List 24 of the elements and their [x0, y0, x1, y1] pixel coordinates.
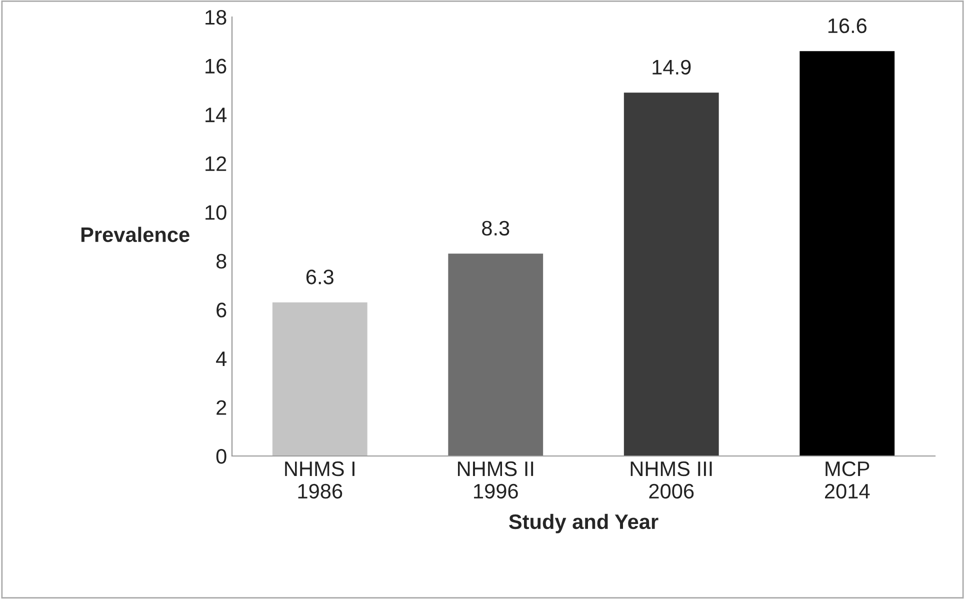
y-axis-title: Prevalence — [81, 226, 190, 242]
y-tick-label: 8 — [216, 254, 226, 269]
x-tick-label: NHMS II 1996 — [458, 461, 534, 499]
x-axis-title: Study and Year — [509, 514, 658, 534]
data-label: 8.3 — [482, 220, 510, 236]
bar — [800, 51, 895, 456]
x-tick-label: MCP 2014 — [825, 461, 870, 499]
y-tick-label: 14 — [206, 108, 227, 122]
bar — [448, 254, 544, 456]
x-tick-label: NHMS III 2006 — [630, 461, 712, 499]
y-tick-label: 2 — [216, 400, 226, 415]
y-tick-label: 18 — [206, 10, 226, 25]
bar — [624, 92, 719, 456]
y-tick-label: 4 — [216, 352, 227, 366]
y-tick-label: 6 — [216, 302, 226, 318]
y-tick-label: 12 — [206, 156, 226, 171]
data-label: 14.9 — [652, 60, 691, 75]
y-tick-label: 16 — [206, 58, 226, 74]
x-tick-label: NHMS I 1986 — [285, 461, 354, 499]
y-tick-label: 0 — [216, 449, 226, 464]
data-label: 16.6 — [828, 18, 866, 34]
bar — [272, 302, 368, 456]
y-tick-label: 10 — [206, 205, 226, 220]
data-label: 6.3 — [306, 270, 334, 284]
